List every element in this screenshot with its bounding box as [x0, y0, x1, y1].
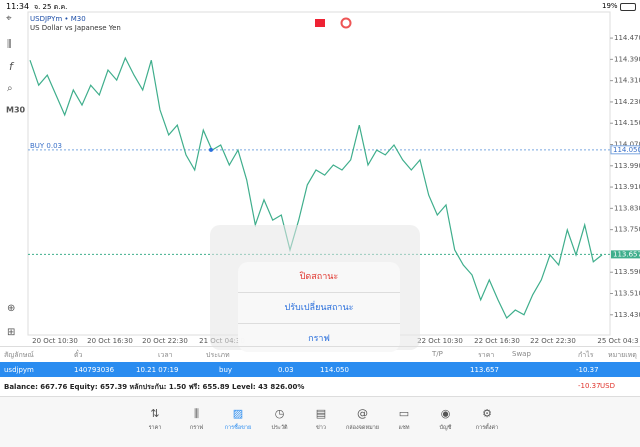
y-tick-label: 114.070 [614, 140, 640, 148]
date: จ. 25 ต.ค. [34, 3, 68, 11]
y-tick-label: 113.510 [614, 289, 640, 297]
tab-label[interactable]: กล่องจดหมาย [345, 425, 380, 431]
symbol: USDJPYm • M30 [30, 15, 86, 23]
timeframe[interactable]: M30 [6, 106, 26, 115]
y-tick-label: 113.430 [614, 311, 640, 319]
tab-label[interactable]: ประวัติ [271, 425, 288, 431]
tab-icon[interactable]: ⫼ [193, 407, 200, 420]
tab-icon[interactable]: ⇅ [150, 407, 160, 420]
open-marker [209, 147, 213, 152]
cell-profit: -10.37 [576, 366, 599, 374]
balance: Balance: 667.76 Equity: 657.39 หลักประกั… [4, 383, 305, 391]
cell-ticket: 140793036 [74, 366, 115, 374]
y-tick-label: 113.990 [614, 162, 640, 170]
y-tick-label: 113.750 [614, 226, 640, 234]
position-row[interactable] [0, 362, 640, 377]
col-type: ประเภท [206, 351, 230, 359]
tab-label[interactable]: การซื้อขาย [224, 425, 252, 431]
y-tick-label: 114.150 [614, 119, 640, 127]
cell-price: 113.657 [470, 366, 499, 374]
chart-option[interactable]: กราฟ [308, 334, 330, 344]
y-tick-label: 114.390 [614, 55, 640, 63]
tab-label[interactable]: บัญชี [439, 425, 452, 431]
divider [0, 346, 640, 347]
y-tick-label: 113.910 [614, 183, 640, 191]
x-tick-label: 20 Oct 16:30 [87, 337, 133, 345]
y-tick-label: 113.590 [614, 268, 640, 276]
y-tick-label: 114.470 [614, 34, 640, 42]
x-tick-label: 22 Oct 22:30 [530, 337, 576, 345]
export-icon[interactable]: ⊞ [7, 327, 15, 338]
battery: 19% [602, 2, 618, 10]
cell-type: buy [219, 366, 233, 374]
col-tp: T/P [432, 350, 443, 358]
total-profit: -10.37 [578, 382, 601, 390]
col-time: เวลา [158, 351, 173, 359]
x-tick-label: 25 Oct 04:3 [597, 337, 638, 345]
bid-price: 113.657 [613, 250, 640, 258]
price-line [29, 56, 603, 319]
objects-icon[interactable]: ⌕ [7, 83, 13, 94]
crosshair-icon[interactable]: ⌖ [6, 13, 12, 24]
tab-label[interactable]: ราคา [148, 425, 162, 431]
modify-position[interactable]: ปรับเปลี่ยนสถานะ [238, 293, 400, 324]
bid-tag [611, 250, 640, 259]
time: 11:34 [6, 2, 30, 11]
flag-icon [315, 19, 325, 27]
popup: ปิดสถานะ ปรับเปลี่ยนสถานะ กราฟ [238, 262, 400, 352]
trade-icon[interactable] [340, 17, 352, 29]
candles-icon[interactable]: ⫼ [7, 39, 12, 50]
tab-label[interactable]: กราฟ [189, 425, 204, 431]
currency: USD [600, 382, 615, 390]
battery-icon [620, 3, 636, 11]
y-tick-label: 113.830 [614, 204, 640, 212]
tab-icon[interactable]: @ [357, 407, 368, 420]
tab-icon[interactable]: ◷ [274, 407, 285, 420]
zoom-icon[interactable]: ⊕ [7, 303, 15, 314]
tab-icon[interactable]: ⚙ [482, 407, 492, 420]
x-tick-label: 22 Oct 16:30 [474, 337, 520, 345]
col-swap: Swap [512, 350, 531, 358]
indicator-icon[interactable]: f [9, 60, 15, 73]
col-price: ราคา [478, 351, 495, 359]
tab-label[interactable]: แชท [398, 425, 410, 431]
x-tick-label: 20 Oct 22:30 [142, 337, 188, 345]
description: US Dollar vs Japanese Yen [30, 24, 121, 32]
cell-symbol: usdjpym [4, 366, 34, 374]
y-tick-label: 114.230 [614, 98, 640, 106]
col-profit: กำไร [578, 351, 594, 359]
col-ticket: ตั๋ว [74, 351, 83, 359]
col-comment: หมายเหตุ [608, 351, 637, 359]
buy-tag [610, 145, 640, 155]
buy-label: BUY 0.03 [30, 142, 62, 150]
tab-icon[interactable]: ▭ [398, 407, 410, 420]
tab-label[interactable]: การตั้งค่า [475, 425, 499, 431]
y-tick-label: 114.310 [614, 77, 640, 85]
tab-bar [0, 396, 640, 447]
x-tick-label: 22 Oct 10:30 [417, 337, 463, 345]
close-position[interactable]: ปิดสถานะ [238, 262, 400, 293]
cell-time: 10.21 07:19 [136, 366, 179, 374]
tab-icon[interactable]: ◉ [440, 407, 451, 420]
cell-open-price: 114.050 [320, 366, 349, 374]
tab-icon[interactable]: ▨ [232, 407, 244, 420]
tab-icon[interactable]: ▤ [315, 407, 327, 420]
buy-price: 114.050 [613, 146, 640, 154]
x-tick-label: 20 Oct 10:30 [32, 337, 78, 345]
tab-label[interactable]: ข่าว [316, 425, 326, 431]
col-symbol: สัญลักษณ์ [4, 351, 34, 359]
cell-volume: 0.03 [278, 366, 294, 374]
